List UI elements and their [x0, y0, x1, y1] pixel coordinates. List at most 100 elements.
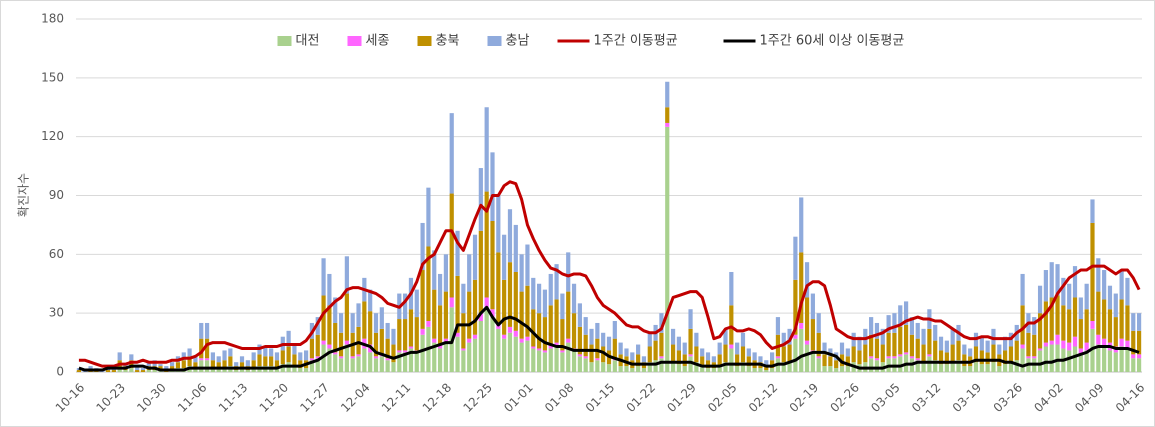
bar: [810, 352, 815, 372]
bar: [129, 360, 134, 369]
bar: [950, 362, 955, 372]
bar: [1084, 350, 1089, 372]
bar: [1084, 283, 1089, 310]
bar: [164, 366, 169, 371]
bar: [280, 350, 285, 365]
bar: [1102, 270, 1107, 300]
bar: [158, 364, 163, 367]
bar: [810, 293, 815, 320]
bar: [1107, 350, 1113, 372]
bar: [694, 332, 699, 347]
bar: [531, 346, 536, 349]
bar: [845, 348, 850, 357]
bar: [548, 348, 553, 372]
bar: [408, 346, 414, 349]
bar: [944, 352, 949, 365]
legend-label: 1주간 이동평균: [594, 34, 678, 49]
bar: [793, 334, 798, 339]
bar: [1119, 338, 1124, 347]
bar: [356, 326, 361, 355]
bar: [863, 344, 868, 363]
bar: [204, 360, 210, 372]
bar: [199, 360, 204, 372]
bar: [1136, 313, 1142, 331]
bar: [531, 277, 536, 310]
bar: [490, 317, 495, 372]
legend: 대전 세종 충북 충남 1주간 이동평균 1주간 60세 이상 이동평균: [277, 34, 904, 49]
bar: [472, 234, 478, 280]
bar: [979, 350, 984, 365]
bar: [309, 358, 315, 361]
bar: [292, 344, 297, 355]
bar: [921, 362, 926, 372]
bar: [467, 338, 472, 343]
bar: [799, 252, 804, 323]
bar: [362, 301, 367, 339]
bar: [670, 344, 676, 363]
bar: [665, 107, 670, 123]
bar: [1113, 352, 1118, 372]
bar: [554, 342, 559, 347]
bar: [799, 322, 804, 329]
bar: [472, 334, 478, 339]
bar: [210, 352, 215, 361]
bar: [909, 317, 915, 335]
bar: [1102, 338, 1107, 347]
bar: [513, 336, 518, 372]
bar: [909, 334, 915, 357]
bar: [321, 344, 326, 372]
bar: [973, 346, 979, 363]
bar: [1119, 346, 1124, 372]
bar: [659, 356, 664, 359]
bar: [315, 317, 320, 335]
bar: [519, 342, 524, 372]
bar: [199, 322, 204, 339]
bar: [315, 356, 320, 359]
bar: [1067, 309, 1072, 343]
bar: [804, 344, 810, 372]
bar: [274, 368, 280, 372]
bar: [595, 360, 600, 372]
bar: [239, 368, 245, 372]
bar: [158, 366, 163, 371]
bar: [368, 289, 373, 312]
bar: [519, 291, 524, 339]
bar: [892, 313, 897, 333]
bar: [746, 366, 751, 372]
bar: [443, 342, 448, 372]
bar: [525, 244, 530, 286]
bar: [857, 336, 862, 351]
bar: [432, 250, 437, 290]
bar: [770, 360, 775, 369]
bar: [950, 344, 955, 363]
bar: [1032, 317, 1037, 335]
bar: [484, 307, 489, 372]
bar: [601, 362, 606, 372]
bar: [717, 354, 722, 367]
bar: [816, 332, 821, 357]
bar: [589, 328, 594, 345]
bar: [502, 338, 507, 372]
bar: [1072, 266, 1078, 298]
bar: [1136, 358, 1142, 372]
bar: [327, 305, 332, 345]
bar: [1067, 342, 1072, 351]
bar: [991, 328, 996, 345]
bar: [566, 342, 571, 372]
bar: [391, 362, 396, 372]
bar: [880, 328, 885, 345]
bar: [717, 342, 722, 355]
bar: [694, 362, 699, 372]
bar: [1090, 321, 1095, 329]
bar: [927, 328, 932, 355]
bar: [170, 362, 175, 367]
bar: [403, 350, 408, 353]
bar: [1131, 313, 1136, 331]
bar: [350, 356, 355, 359]
bar: [676, 350, 681, 365]
bar: [420, 334, 425, 372]
bar: [338, 356, 344, 359]
bar: [822, 342, 827, 355]
bar: [274, 360, 280, 369]
